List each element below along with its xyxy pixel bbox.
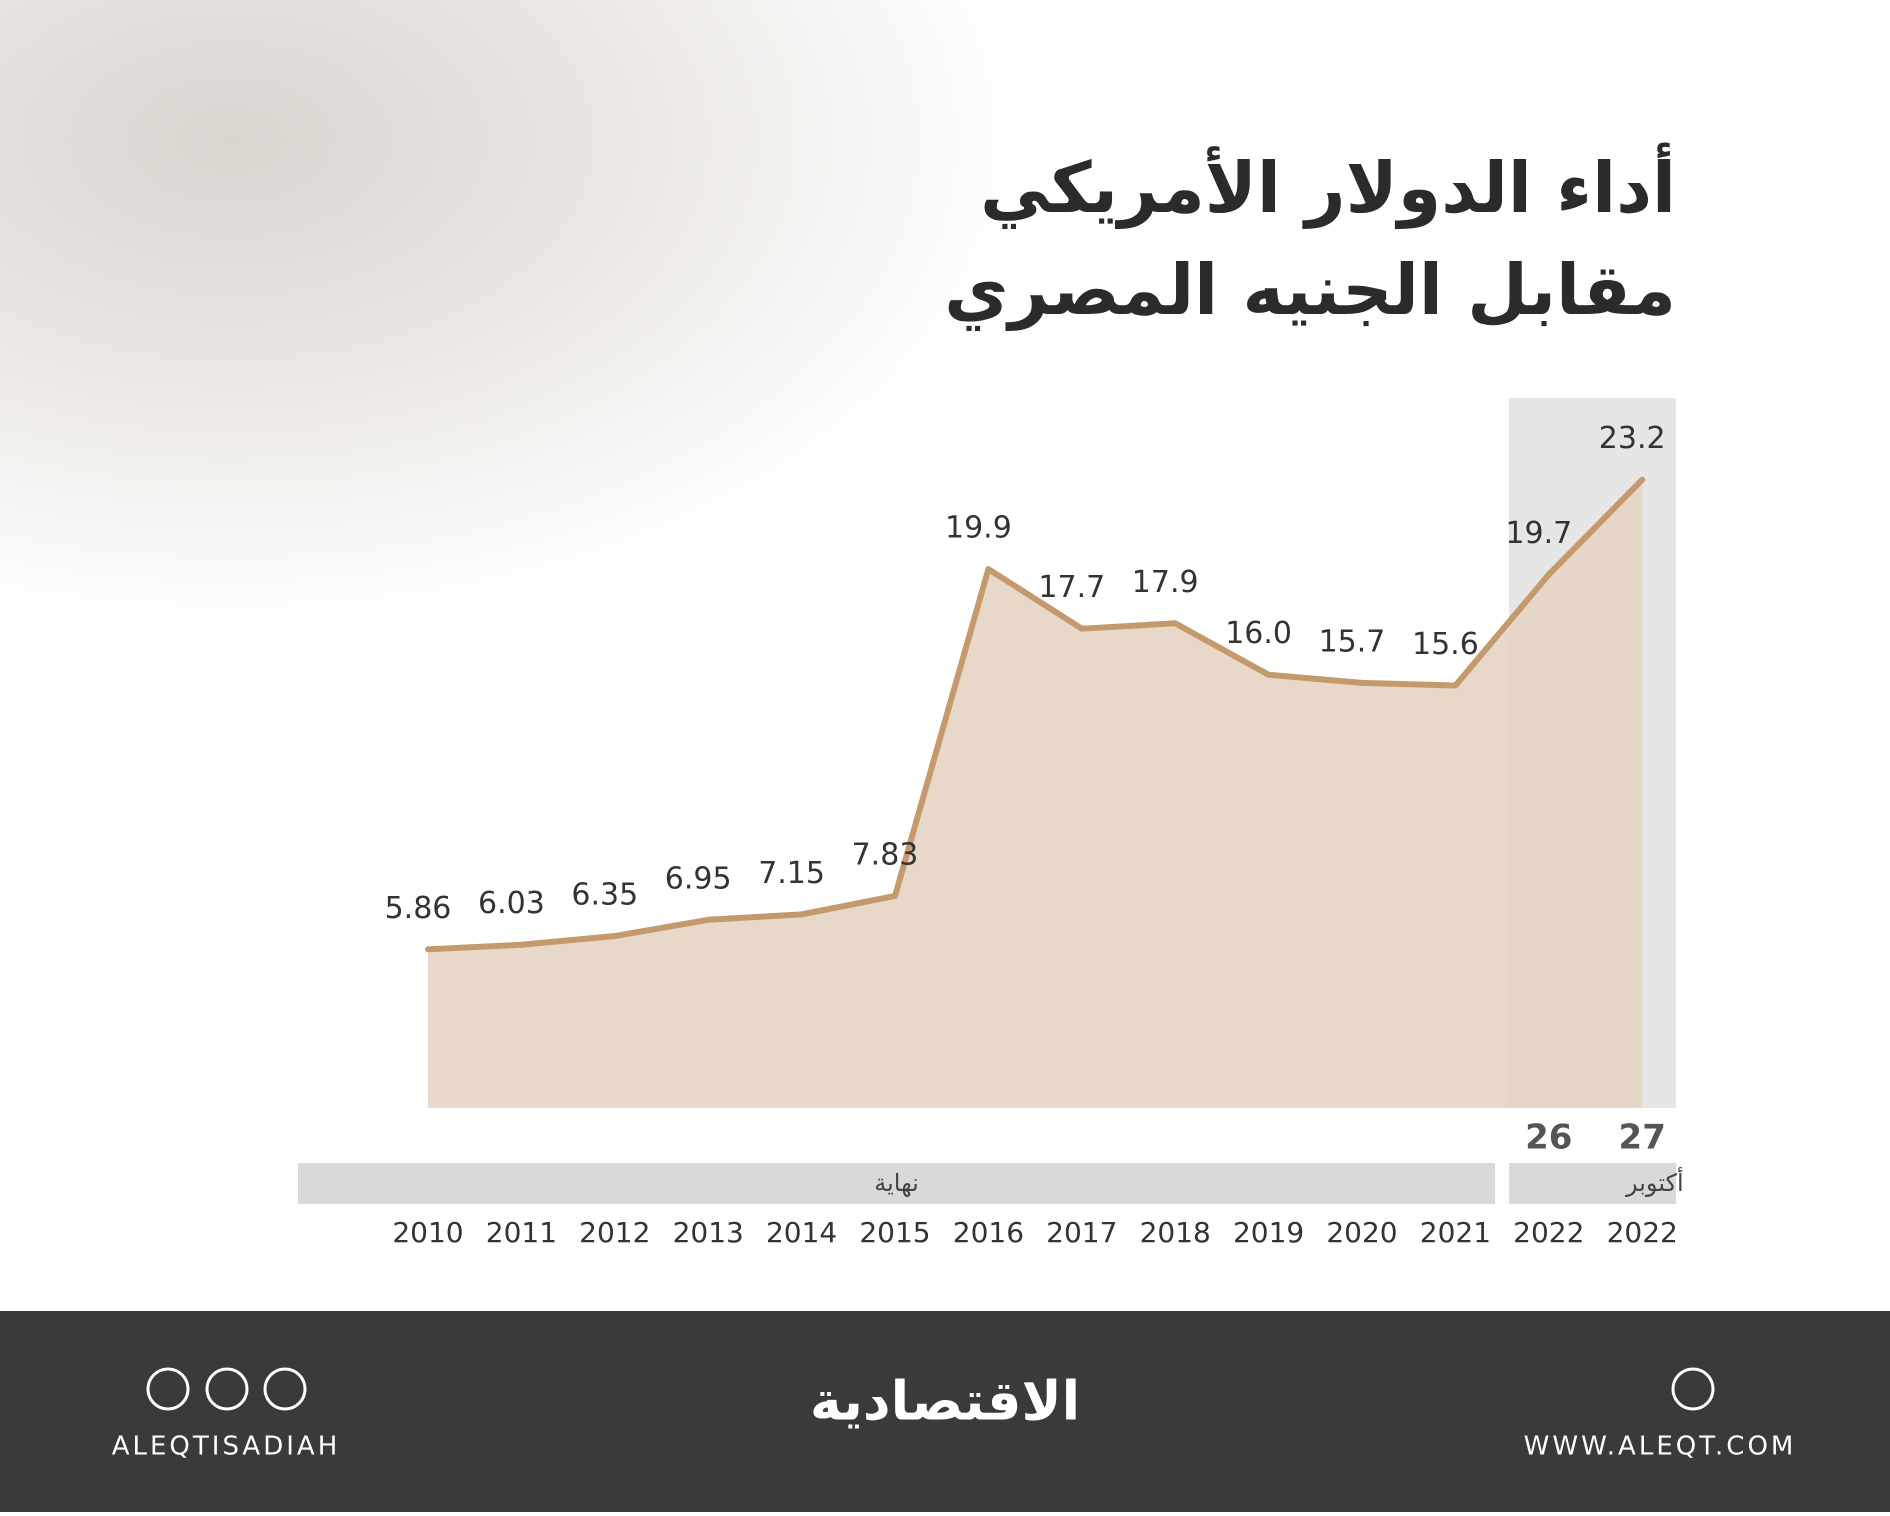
x-tick-label: 2018 [1140,1216,1211,1249]
x-tick-label: 2021 [1420,1216,1491,1249]
chart: 5.86 6.03 6.35 6.95 7.15 7.83 19.9 17.7 17.9 16.0… [298,398,1684,1249]
facebook-icon[interactable] [205,1367,249,1411]
point [985,566,992,573]
point [1545,571,1552,578]
value-label: 6.95 [665,861,732,896]
website-icon[interactable] [1671,1367,1715,1411]
value-label: 23.2 [1599,421,1666,456]
chart-title: أداء الدولار الأمريكي [980,142,1676,229]
social-handle: ALEQTISADIAH [112,1432,341,1462]
day-label: 27 [1619,1118,1666,1158]
instagram-icon[interactable] [146,1367,190,1411]
chart-title: مقابل الجنيه المصري [944,249,1676,331]
point [1452,682,1459,689]
point [798,911,805,918]
point [1359,679,1365,686]
period-label: أكتوبر [1625,1167,1684,1197]
period-label: نهاية [874,1169,919,1197]
value-label: 19.7 [1505,516,1572,551]
period-bar [1509,1163,1676,1204]
value-label: 15.7 [1319,624,1386,659]
line [427,477,1645,953]
point [1265,671,1272,678]
point [425,946,431,953]
period-bar [298,1163,1496,1204]
point [1172,620,1179,627]
x-tick-label: 2010 [392,1216,463,1249]
x-tick-label: 2012 [579,1216,650,1249]
value-label: 15.6 [1412,627,1479,662]
point [1078,625,1085,632]
day-label: 26 [1525,1118,1572,1158]
background-photo [0,0,1150,700]
point [1639,476,1646,483]
social-icons [146,1367,1715,1411]
point [705,916,712,923]
x-tick-label: 2015 [859,1216,930,1249]
x-tick-label: 2013 [673,1216,744,1249]
twitter-icon[interactable] [263,1367,307,1411]
value-label: 6.35 [571,878,638,913]
x-tick-label: 2022 [1607,1216,1678,1249]
value-label: 5.86 [385,891,452,926]
website: WWW.ALEQT.COM [1524,1432,1797,1462]
value-label: 6.03 [478,886,545,921]
value-label: 17.9 [1132,565,1199,600]
point [892,892,898,899]
x-tick-label: 2019 [1233,1216,1304,1249]
x-tick-label: 2014 [766,1216,837,1249]
point [611,933,618,940]
x-tick-label: 2016 [953,1216,1024,1249]
value-label: 16.0 [1225,616,1292,651]
x-tick-label: 2020 [1326,1216,1397,1249]
x-tick-label: 2011 [486,1216,557,1249]
x-tick-label: 2017 [1046,1216,1117,1249]
logo: الاقتصادية [810,1370,1080,1433]
point [518,941,525,948]
value-label: 7.83 [852,837,919,872]
area [428,479,1643,1108]
footer [0,1311,1890,1512]
value-label: 19.9 [945,511,1012,546]
value-label: 17.7 [1038,570,1105,605]
x-tick-label: 2022 [1513,1216,1584,1249]
value-label: 7.15 [758,856,825,891]
